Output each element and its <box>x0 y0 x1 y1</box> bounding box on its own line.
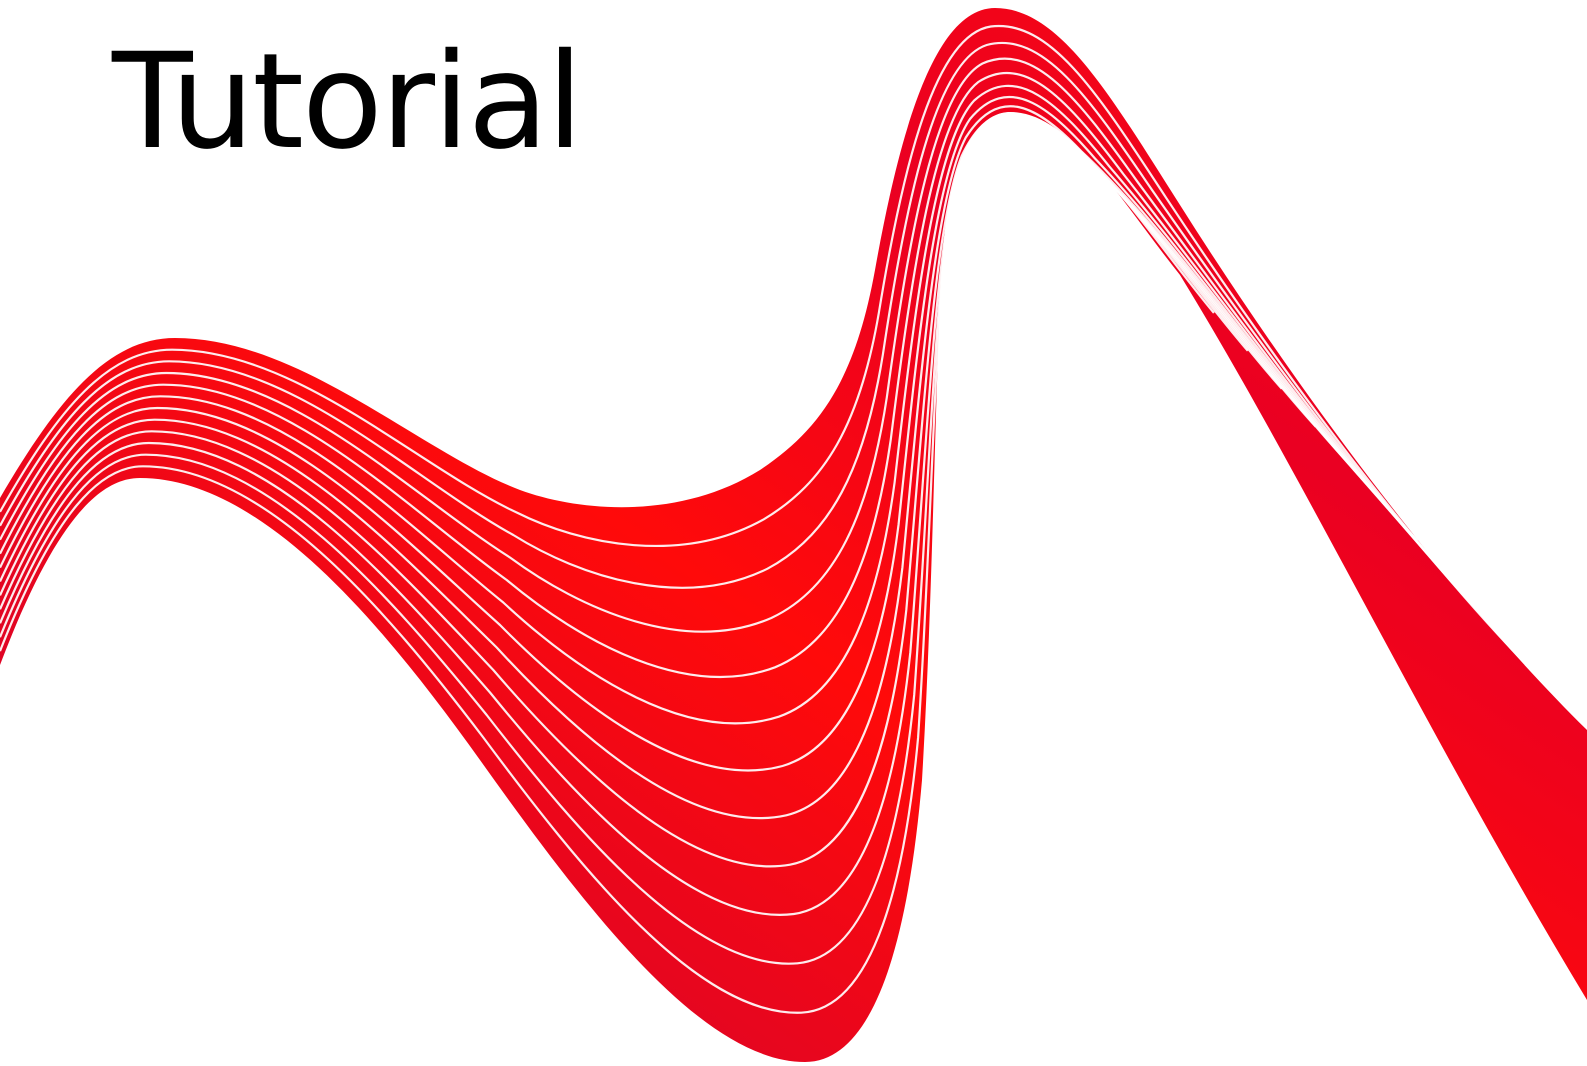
ribbon-stripe <box>0 95 1385 772</box>
ribbon-fill <box>0 8 1587 1062</box>
page-title: Tutorial <box>112 25 583 179</box>
ribbon-stripe <box>0 105 1351 820</box>
ribbon-stripe <box>0 118 1249 965</box>
ribbon-stripe <box>0 57 1487 633</box>
ribbon-stripe <box>0 24 1554 693</box>
ribbon-band <box>0 8 1587 1062</box>
ribbon-stripe <box>0 116 1215 1014</box>
ribbon-stripe <box>0 71 1453 678</box>
ribbon-stripe <box>0 84 1419 725</box>
ribbon-stripes <box>0 24 1554 1014</box>
ribbon-stripe <box>0 42 1520 655</box>
